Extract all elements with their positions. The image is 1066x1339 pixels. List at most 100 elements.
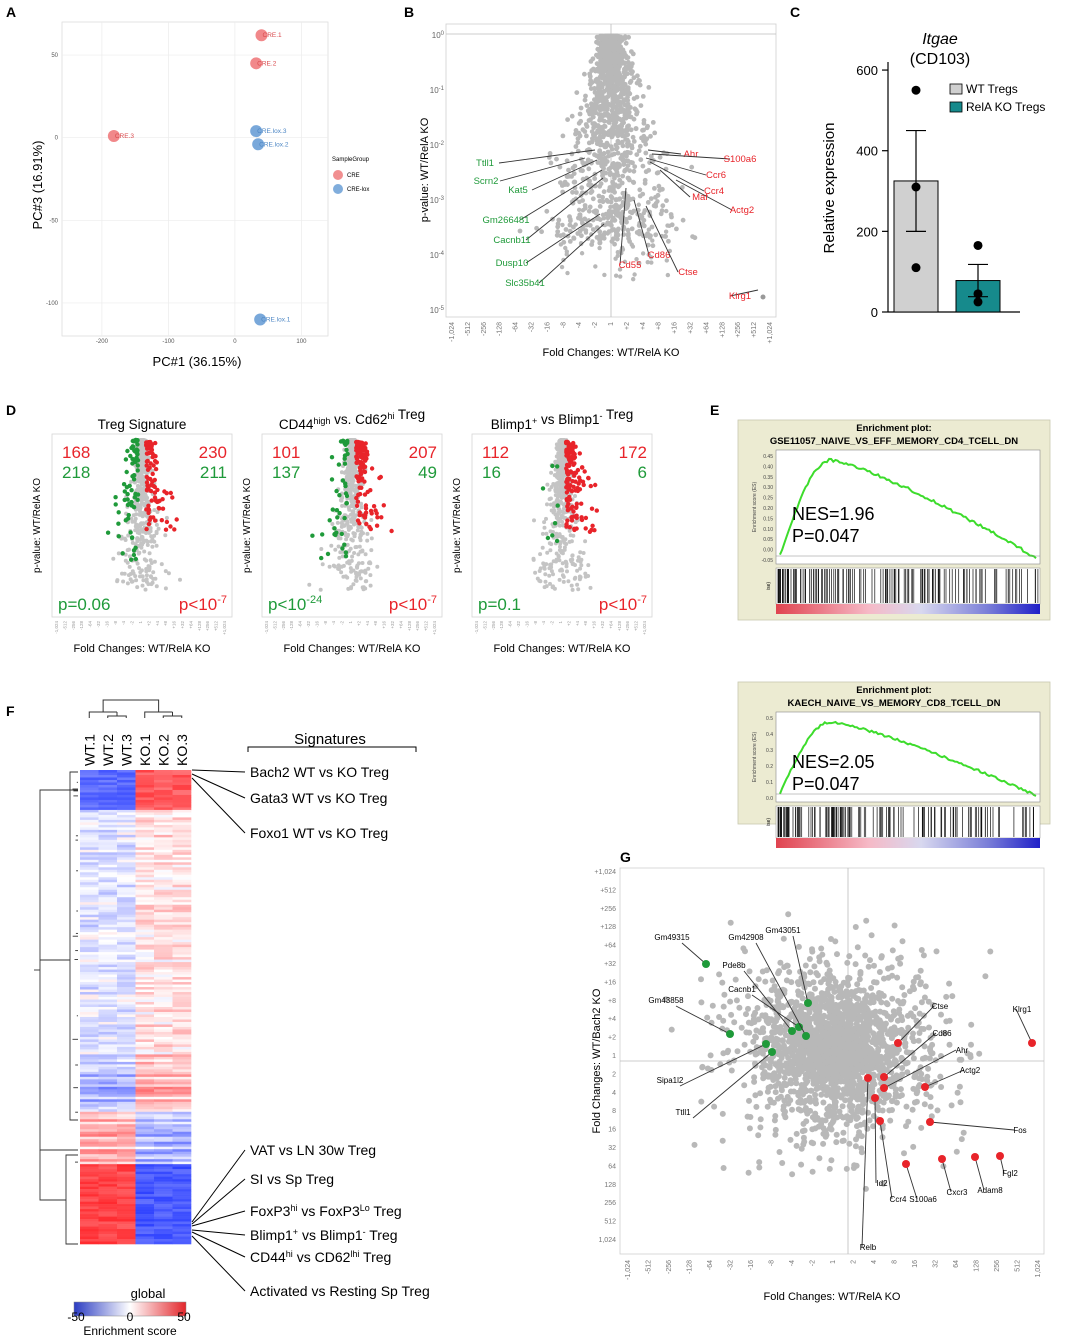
volcano-d-point — [342, 523, 347, 528]
volcano-d-up-point — [358, 461, 363, 466]
volcano-b-point — [689, 164, 695, 170]
volcano-d-down-point — [325, 551, 331, 557]
heatmap-cell — [154, 809, 173, 813]
volcano-b-point — [572, 185, 578, 191]
heatmap-cell — [135, 1046, 155, 1050]
heatmap-cell — [98, 939, 118, 943]
volcano-d-point — [358, 532, 363, 537]
panel-f-heatmap: WT.1 WT.2 WT.3 KO.1 KO.2 KO.3 Signatures Bach… — [34, 699, 430, 1338]
heatmap-cell — [117, 857, 136, 861]
volcano-b-point — [587, 223, 593, 228]
heatmap-cell — [172, 1074, 192, 1078]
heatmap-cell — [117, 944, 136, 948]
heatmap-cell — [154, 909, 173, 913]
volcano-b-point — [610, 100, 615, 106]
heatmap-cell — [98, 904, 118, 908]
heatmap-cell — [172, 1019, 192, 1023]
volcano-b-point — [567, 239, 573, 244]
volcano-d-x-tick: +32 — [390, 621, 395, 629]
volcano-b-point — [612, 75, 617, 81]
volcano-b-point — [591, 66, 596, 72]
heatmap-cell — [154, 772, 173, 776]
volcano-d-point — [152, 533, 157, 538]
volcano-d-point — [141, 491, 146, 495]
volcano-d-point — [320, 562, 325, 567]
heatmap-cell — [117, 1061, 136, 1065]
heatmap-cell — [154, 914, 173, 918]
volcano-d-down-point — [132, 457, 137, 463]
volcano-b-point — [597, 245, 602, 251]
volcano-d-point — [154, 522, 159, 527]
count-up-right: 172 — [619, 443, 647, 462]
volcano-b-point — [589, 103, 595, 108]
heatmap-cell — [172, 917, 192, 920]
volcano-d-point — [135, 536, 140, 541]
heatmap-cell — [80, 924, 99, 928]
gsea-y-tick: 0.35 — [763, 475, 773, 481]
volcano-b-point — [603, 177, 609, 183]
heatmap-cell — [135, 942, 155, 945]
heatmap-cell — [172, 934, 192, 938]
volcano-d-up-point — [358, 468, 363, 473]
volcano-d-down-point — [330, 507, 335, 512]
volcano-b-point — [591, 209, 597, 215]
heatmap-cell — [117, 777, 136, 781]
volcano-b-point — [609, 134, 615, 140]
heatmap-cell — [154, 899, 173, 903]
heatmap-cell — [154, 777, 173, 781]
volcano-d-point — [139, 534, 144, 539]
heatmap-cell — [172, 969, 192, 973]
volcano-b-point — [564, 158, 570, 164]
heatmap-cell — [135, 959, 155, 963]
volcano-d-point — [543, 572, 548, 577]
volcano-d-x-tick: +128 — [197, 621, 202, 632]
volcano-d-point — [151, 570, 156, 575]
heatmap-cell — [135, 889, 155, 893]
panel-letter-c: C — [790, 4, 800, 20]
heatmap-cell — [135, 1009, 155, 1013]
volcano-d-up-point — [377, 475, 382, 481]
volcano-b-point — [619, 117, 624, 123]
heatmap-cell — [80, 1016, 99, 1020]
heatmap-cell — [117, 829, 136, 833]
heatmap-cell — [98, 887, 118, 891]
volcano-b-point — [658, 211, 664, 217]
volcano-d-up-point — [571, 462, 576, 467]
heatmap-cell — [135, 807, 155, 811]
volcano-d-down-point — [135, 497, 140, 502]
volcano-b-point — [674, 226, 679, 232]
heatmap-cell — [80, 967, 99, 970]
volcano-d-point — [123, 538, 128, 542]
volcano-d-point — [128, 572, 133, 576]
volcano-d-point — [144, 538, 149, 543]
volcano-d-up-point — [153, 518, 158, 523]
heatmap-cell — [117, 1081, 136, 1085]
heatmap-cell — [154, 884, 173, 888]
gsea-y-tick: 0.40 — [763, 464, 773, 470]
heatmap-cell — [80, 952, 99, 955]
heatmap-cell — [98, 1004, 118, 1008]
heatmap-cell — [117, 842, 136, 846]
heatmap-cell — [154, 819, 173, 823]
volcano-b-point — [637, 143, 643, 149]
volcano-d-point — [135, 561, 140, 566]
heatmap-cell — [80, 1044, 99, 1048]
volcano-d-point — [154, 543, 159, 548]
volcano-b-point — [621, 91, 626, 97]
volcano-d-point — [345, 521, 350, 526]
heatmap-cell — [117, 939, 136, 943]
volcano-d-point — [368, 583, 373, 588]
volcano-d-up-point — [574, 526, 579, 531]
volcano-b-point — [588, 182, 594, 188]
volcano-b-point — [594, 216, 600, 222]
volcano-b-point — [578, 105, 584, 111]
heatmap-cell — [172, 1079, 192, 1083]
heatmap-cell — [172, 972, 192, 975]
volcano-b-y-tick: 10-2 — [430, 141, 445, 150]
heatmap-cell — [80, 1026, 99, 1030]
volcano-d-point — [532, 518, 536, 523]
volcano-d-point — [356, 561, 361, 566]
heatmap-cell — [172, 784, 192, 788]
volcano-b-point — [600, 173, 605, 179]
volcano-b-point — [618, 155, 624, 161]
